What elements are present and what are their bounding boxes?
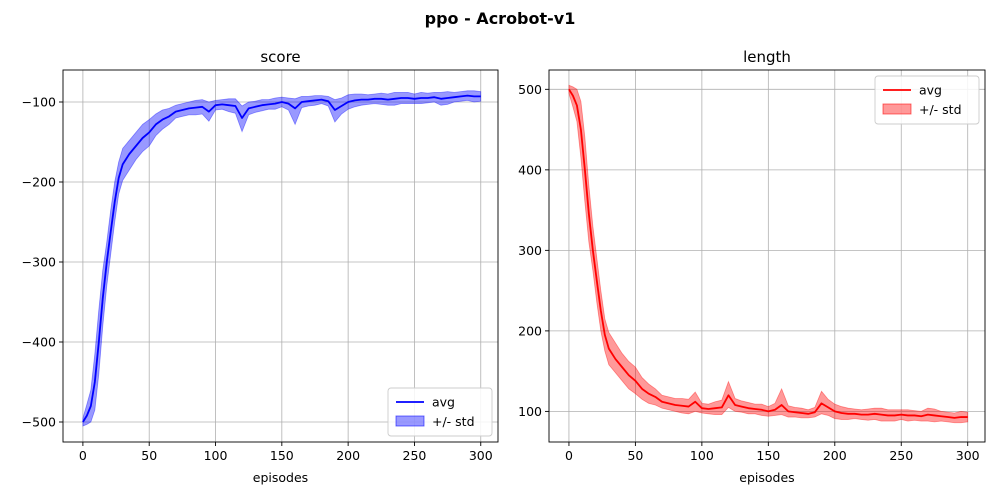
x-tick-label: 100 [204,448,228,463]
y-tick-label: −300 [22,255,56,270]
y-tick-label: −100 [22,95,56,110]
x-tick-label: 250 [889,448,913,463]
x-tick-label: 0 [79,448,87,463]
x-tick-label: 50 [627,448,643,463]
y-tick-label: 200 [518,323,542,338]
legend-std-label: +/- std [432,414,475,429]
y-tick-label: −500 [22,415,56,430]
chart-title: score [260,48,300,66]
legend: avg +/- std [874,75,980,125]
series-std-band [568,84,969,424]
series-avg-line [568,88,968,419]
chart-panel-length: 0 50 100 150 200 250 300 100 200 300 400 500 length e… [518,48,986,485]
y-tick-label: 100 [518,404,542,419]
legend-box [874,75,980,125]
y-tick-label: −200 [22,175,56,190]
legend-std-label: +/- std [919,102,962,117]
series-avg-line [82,94,481,423]
chart-panel-score: 0 50 100 150 200 250 300 −500 −400 −300 −200 −100 sc… [22,48,499,485]
x-axis-label: episodes [739,470,794,485]
legend-avg-label: avg [919,83,942,98]
x-tick-label: 100 [690,448,714,463]
axes-frame [548,69,986,443]
legend-std-swatch [395,415,425,427]
x-tick-label: 50 [141,448,157,463]
legend-box [387,387,493,437]
legend-avg-label: avg [432,395,455,410]
x-tick-label: 200 [823,448,847,463]
legend: avg +/- std [387,387,493,437]
axes-frame [62,69,499,443]
figure-suptitle: ppo - Acrobot-v1 [425,9,576,28]
x-tick-label: 300 [956,448,980,463]
x-axis-label: episodes [253,470,308,485]
legend-std-swatch [882,103,912,115]
x-tick-label: 300 [469,448,493,463]
chart-panels: 0 50 100 150 200 250 300 −500 −400 −300 −200 −100 sc… [22,48,986,485]
x-tick-label: 250 [403,448,427,463]
chart-title: length [743,48,791,66]
x-tick-label: 150 [756,448,780,463]
series-std-band [82,90,482,427]
y-tick-label: −400 [22,335,56,350]
y-tick-label: 300 [518,243,542,258]
x-tick-label: 150 [270,448,294,463]
x-tick-label: 0 [565,448,573,463]
x-tick-label: 200 [336,448,360,463]
y-tick-label: 500 [518,82,542,97]
y-tick-label: 400 [518,162,542,177]
